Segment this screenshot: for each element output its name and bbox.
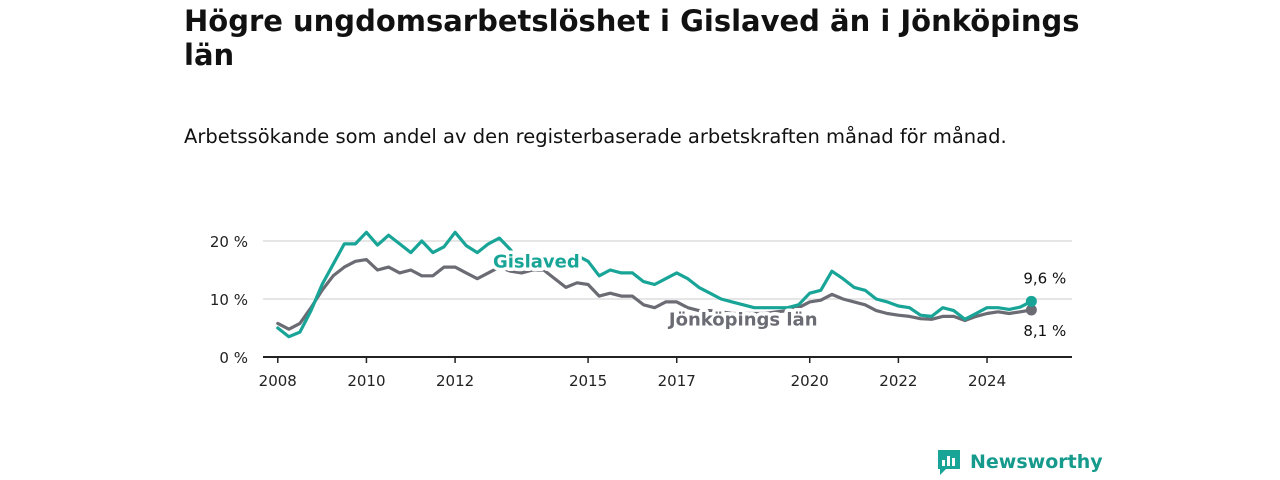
- end-point-gislaved: [1025, 295, 1037, 307]
- brand-name: Newsworthy: [970, 451, 1103, 473]
- newsworthy-logo: Newsworthy: [936, 448, 1103, 476]
- x-tick-label: 2022: [879, 372, 917, 390]
- series-line-jonkopings-lan: [276, 258, 1033, 331]
- series-labels: Gislaved Jönköpings län 9,6 % 8,1 %: [489, 248, 1066, 340]
- x-tick-label: 2010: [347, 372, 385, 390]
- x-tick-label: 2020: [791, 372, 829, 390]
- x-tick-label: 2012: [436, 372, 474, 390]
- series-lines: [276, 230, 1037, 339]
- x-tick-label: 2024: [968, 372, 1006, 390]
- chart-subtitle: Arbetssökande som andel av den registerb…: [184, 125, 1007, 148]
- series-label-gislaved: Gislaved: [493, 252, 580, 273]
- chart-logo-icon: [938, 450, 960, 475]
- series-label-jonkopings-lan: Jönköpings län: [667, 310, 818, 331]
- axes: 0 % 10 % 20 % 2008 2010 2012 2015 2017 2020 2022 2…: [210, 233, 1072, 390]
- y-tick-label: 0 %: [219, 349, 248, 367]
- series-line-gislaved: [276, 230, 1033, 339]
- x-tick-label: 2015: [569, 372, 607, 390]
- grid-lines: [263, 240, 1072, 300]
- end-value-label-jonkopings-lan: 8,1 %: [1023, 322, 1066, 340]
- x-tick-label: 2017: [658, 372, 696, 390]
- end-point-jonkopings-lan: [1025, 304, 1037, 316]
- end-value-label-gislaved: 9,6 %: [1023, 269, 1066, 287]
- x-tick-label: 2008: [259, 372, 297, 390]
- y-tick-label: 10 %: [210, 291, 248, 309]
- chart-title: Högre ungdomsarbetslöshet i Gislaved än …: [184, 4, 1080, 72]
- y-tick-label: 20 %: [210, 233, 248, 251]
